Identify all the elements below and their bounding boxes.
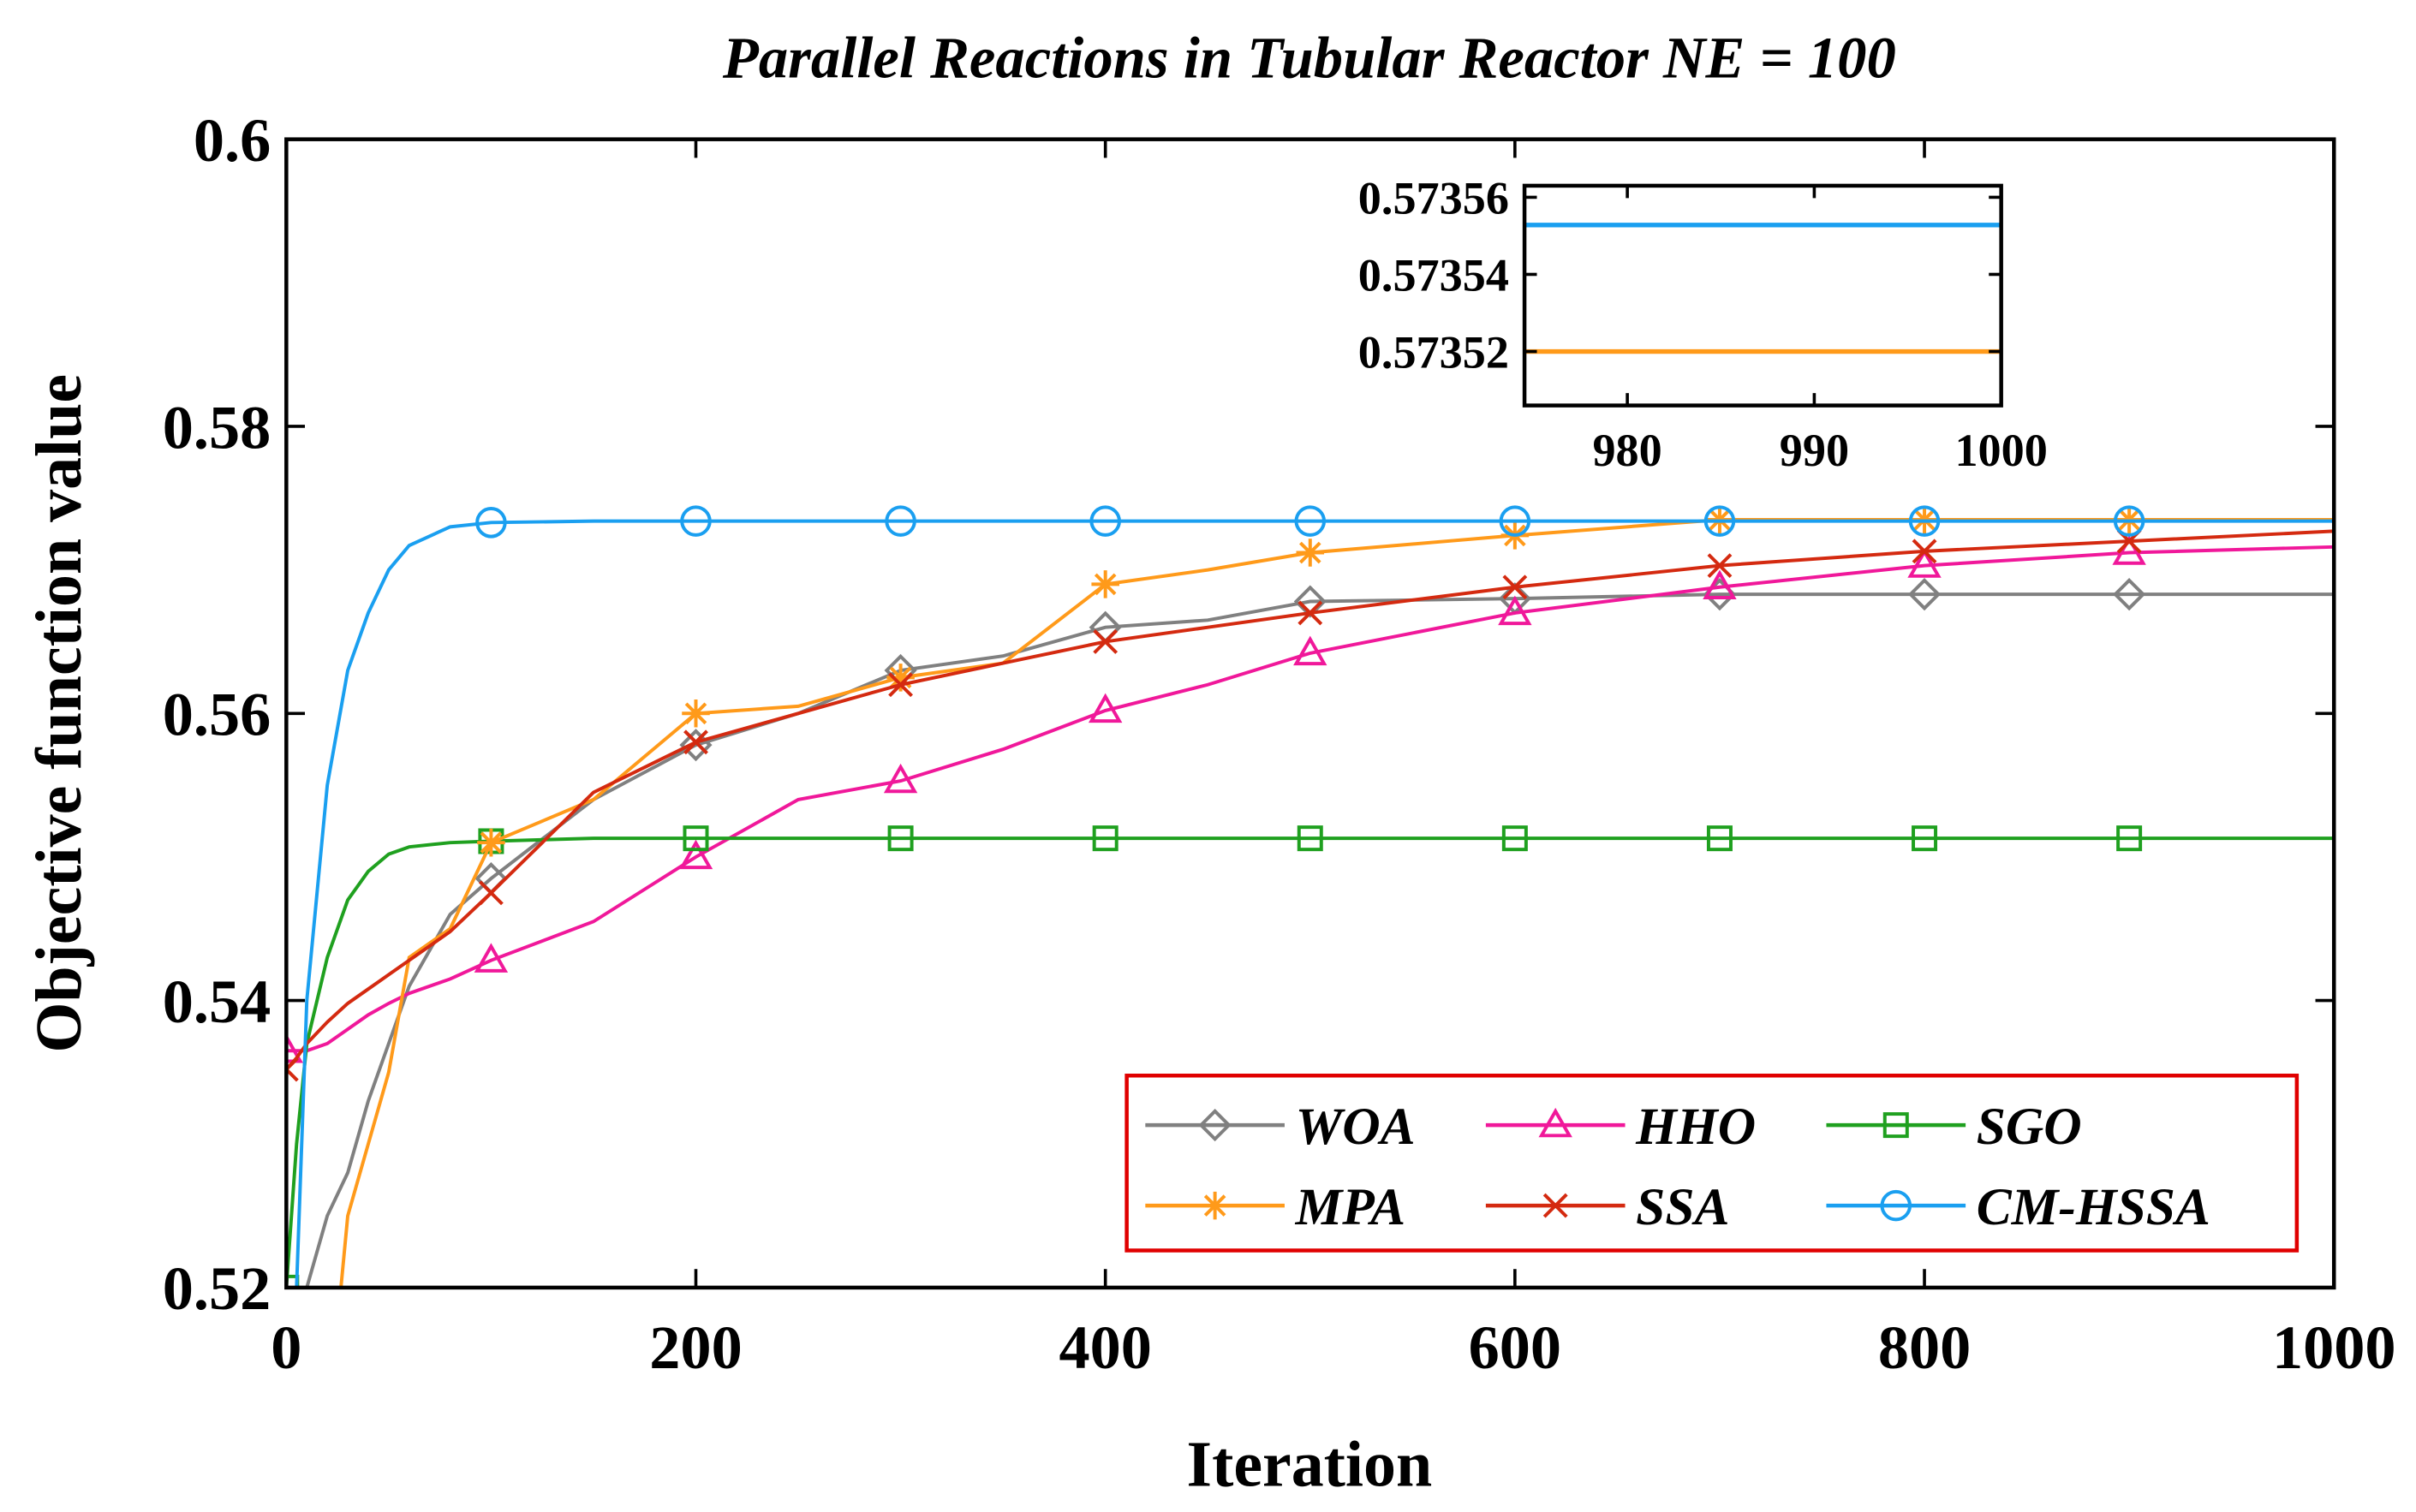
marker <box>1092 825 1119 852</box>
marker <box>2116 825 2143 852</box>
marker <box>1293 635 1327 666</box>
y-tick-label: 0.57354 <box>1358 249 1509 301</box>
marker <box>1088 693 1123 723</box>
x-tick-label: 980 <box>1592 425 1661 476</box>
marker <box>286 1033 304 1063</box>
marker <box>1538 1107 1572 1138</box>
marker <box>1093 629 1119 654</box>
marker <box>888 672 914 698</box>
x-tick-label: 200 <box>649 1313 742 1382</box>
marker <box>1501 825 1528 852</box>
plot-clip <box>1524 223 2001 354</box>
series-line <box>295 592 2335 1288</box>
marker <box>1198 1109 1232 1142</box>
marker <box>2113 578 2146 611</box>
marker <box>1542 1193 1568 1218</box>
marker <box>1707 553 1733 579</box>
marker <box>1706 825 1733 852</box>
marker <box>1703 505 1736 537</box>
marker <box>1703 569 1737 599</box>
marker <box>1907 548 1942 578</box>
y-tick-label: 0.57352 <box>1358 327 1509 378</box>
marker <box>474 943 509 973</box>
y-tick-label: 0.56 <box>163 681 271 749</box>
marker <box>885 505 916 537</box>
x-tick-label: 800 <box>1878 1313 1971 1382</box>
marker <box>1201 1191 1229 1220</box>
x-tick-label: 0 <box>271 1313 301 1382</box>
marker <box>1297 600 1323 626</box>
legend-label: MPA <box>1295 1178 1406 1236</box>
marker <box>1296 539 1325 567</box>
x-tick-label: 1000 <box>1954 425 2047 476</box>
marker <box>478 880 504 906</box>
marker <box>475 507 507 539</box>
x-tick-label: 990 <box>1780 425 1849 476</box>
marker <box>682 699 710 728</box>
plot-area <box>1524 185 2001 406</box>
x-tick-label: 400 <box>1059 1313 1151 1382</box>
marker <box>1880 1189 1912 1222</box>
marker <box>1089 505 1121 537</box>
marker <box>286 1057 299 1082</box>
marker <box>1498 595 1532 626</box>
marker <box>683 729 708 755</box>
marker <box>1091 570 1119 598</box>
series-line <box>286 836 2335 1288</box>
marker <box>883 763 918 794</box>
x-tick-label: 600 <box>1469 1313 1561 1382</box>
marker <box>1294 505 1327 537</box>
y-tick-label: 0.6 <box>194 106 271 175</box>
legend-label: SGO <box>1977 1098 2082 1156</box>
marker <box>1908 505 1941 537</box>
series-line <box>286 545 2335 1053</box>
y-tick-label: 0.54 <box>163 967 271 1036</box>
marker <box>1502 574 1528 600</box>
marker <box>1882 1112 1909 1139</box>
legend-label: WOA <box>1296 1098 1416 1156</box>
marker <box>477 828 505 857</box>
marker <box>1912 539 1937 564</box>
y-axis-label: Objective function value <box>23 374 95 1053</box>
marker <box>683 825 709 852</box>
y-tick-label: 0.57356 <box>1358 172 1509 223</box>
y-tick-label: 0.52 <box>163 1254 271 1323</box>
marker <box>1499 505 1531 537</box>
marker <box>1912 825 1938 852</box>
legend-label: HHO <box>1635 1098 1756 1156</box>
plot-clip <box>286 505 2335 1288</box>
marker <box>678 839 713 870</box>
marker <box>886 664 915 692</box>
marker <box>2113 505 2145 537</box>
y-tick-label: 0.58 <box>163 393 271 461</box>
marker <box>680 505 712 537</box>
marker <box>1293 585 1327 618</box>
legend-box <box>1124 1074 2300 1253</box>
series-line <box>295 519 2335 1288</box>
chart-title: Parallel Reactions in Tubular Reactor NE… <box>722 25 1896 90</box>
marker <box>887 825 914 852</box>
marker <box>1297 825 1323 852</box>
x-axis-label: Iteration <box>1187 1428 1433 1500</box>
x-tick-label: 1000 <box>2272 1313 2396 1382</box>
marker <box>1907 578 1942 611</box>
axes-box <box>1522 183 2003 408</box>
marker <box>2112 535 2146 565</box>
legend-label: CM-HSSA <box>1977 1178 2210 1236</box>
legend-label: SSA <box>1636 1178 1729 1236</box>
